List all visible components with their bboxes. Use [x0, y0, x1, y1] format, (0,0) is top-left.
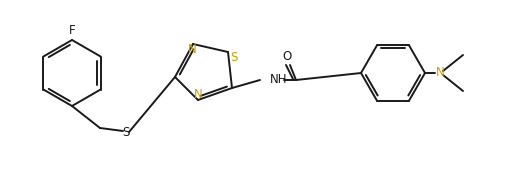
Text: S: S: [122, 125, 129, 139]
Text: O: O: [282, 50, 291, 63]
Text: N: N: [435, 66, 444, 80]
Text: NH: NH: [269, 73, 287, 87]
Text: F: F: [69, 24, 75, 37]
Text: N: N: [187, 43, 196, 56]
Text: S: S: [230, 51, 237, 64]
Text: N: N: [193, 88, 202, 101]
